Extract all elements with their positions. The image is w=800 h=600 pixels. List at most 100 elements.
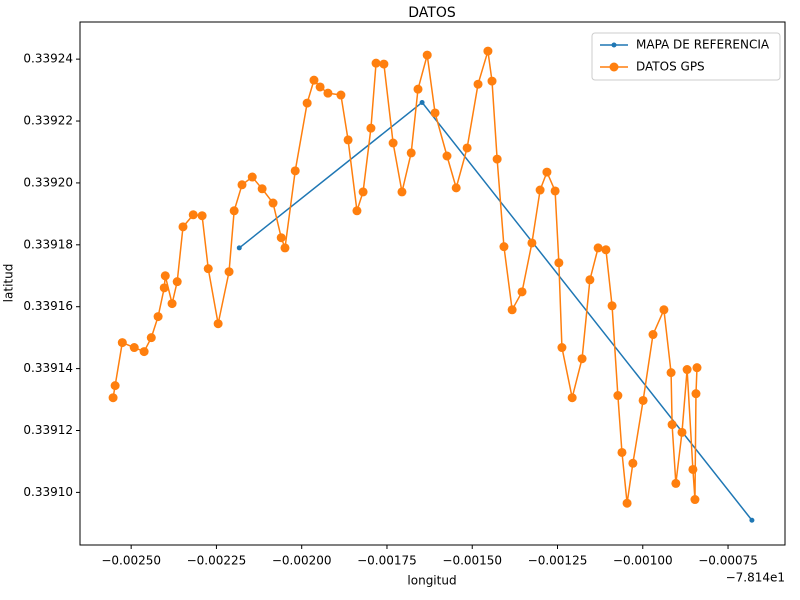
x-tick-label: −0.00075 — [698, 554, 758, 568]
data-point — [159, 283, 169, 293]
data-point — [146, 333, 156, 343]
data-point — [557, 343, 567, 353]
data-point — [419, 99, 425, 105]
data-point — [430, 108, 440, 118]
data-point — [280, 243, 290, 253]
data-point — [671, 478, 681, 488]
data-point — [406, 148, 416, 158]
chart-title: DATOS — [408, 5, 456, 21]
data-point — [688, 464, 698, 474]
data-point — [129, 343, 139, 353]
data-point — [139, 347, 149, 357]
x-axis-label: longitud — [407, 574, 456, 588]
data-point — [677, 427, 687, 437]
data-point — [542, 167, 552, 177]
x-tick-label: −0.00125 — [528, 554, 588, 568]
data-point — [213, 319, 223, 329]
data-point — [379, 59, 389, 69]
data-point — [302, 98, 312, 108]
data-point — [507, 305, 517, 315]
data-point — [366, 123, 376, 133]
x-tick-label: −0.00100 — [613, 554, 673, 568]
data-point — [352, 206, 362, 216]
data-point — [442, 151, 452, 161]
x-tick-label: −0.00250 — [101, 554, 161, 568]
data-point — [315, 82, 325, 92]
data-point — [492, 154, 502, 164]
data-point — [108, 393, 118, 403]
data-point — [601, 245, 611, 255]
data-point — [336, 90, 346, 100]
data-point — [224, 267, 234, 277]
data-point — [343, 135, 353, 145]
data-point — [593, 243, 603, 253]
data-point — [666, 368, 676, 378]
data-point — [153, 312, 163, 322]
data-point — [451, 183, 461, 193]
series-line — [238, 101, 753, 521]
data-point — [413, 84, 423, 94]
data-point — [229, 206, 239, 216]
data-point — [550, 186, 560, 196]
data-point — [247, 172, 257, 182]
data-point — [160, 271, 170, 281]
data-point — [622, 498, 632, 508]
y-tick-label: 0.33910 — [23, 485, 73, 499]
data-point — [388, 138, 398, 148]
data-point — [397, 187, 407, 197]
legend-marker — [609, 62, 619, 72]
data-point — [483, 46, 493, 56]
data-point — [667, 420, 677, 430]
y-tick-label: 0.33920 — [23, 175, 73, 189]
data-point — [178, 222, 188, 232]
data-point — [203, 264, 213, 274]
data-point — [237, 180, 247, 190]
legend-label: MAPA DE REFERENCIA — [636, 38, 770, 52]
x-offset-label: −7.814e1 — [726, 571, 785, 585]
data-point — [554, 258, 564, 268]
data-point — [749, 517, 755, 523]
data-point — [628, 458, 638, 468]
data-point — [613, 391, 623, 401]
data-point — [268, 198, 278, 208]
data-point — [462, 143, 472, 153]
x-tick-label: −0.00150 — [442, 554, 502, 568]
y-tick-label: 0.33924 — [23, 52, 73, 66]
data-point — [648, 330, 658, 340]
y-axis-label: latitud — [2, 264, 16, 303]
data-point — [682, 365, 692, 375]
y-tick-label: 0.33914 — [23, 361, 73, 375]
legend-box — [591, 32, 781, 81]
data-point — [567, 393, 577, 403]
data-point — [527, 238, 537, 248]
data-point — [585, 275, 595, 285]
data-point — [691, 389, 701, 399]
data-point — [197, 211, 207, 221]
x-tick-label: −0.00200 — [272, 554, 332, 568]
data-point — [358, 187, 368, 197]
data-point — [110, 381, 120, 391]
plot-frame — [79, 21, 786, 546]
data-point — [617, 447, 627, 457]
data-point — [117, 338, 127, 348]
data-point — [323, 88, 333, 98]
data-point — [422, 50, 432, 60]
legend-label: DATOS GPS — [636, 60, 705, 74]
y-tick-label: 0.33912 — [23, 423, 73, 437]
data-point — [167, 299, 177, 309]
data-point — [236, 245, 242, 251]
data-point — [607, 301, 617, 311]
data-point — [659, 305, 669, 315]
data-point — [309, 75, 319, 85]
data-point — [577, 354, 587, 364]
data-point — [371, 58, 381, 68]
data-point — [535, 185, 545, 195]
x-tick-label: −0.00225 — [187, 554, 247, 568]
x-tick-label: −0.00175 — [357, 554, 417, 568]
data-point — [290, 166, 300, 176]
y-tick-label: 0.33918 — [23, 237, 73, 251]
data-point — [692, 363, 702, 373]
y-tick-label: 0.33916 — [23, 299, 73, 313]
data-point — [188, 210, 198, 220]
